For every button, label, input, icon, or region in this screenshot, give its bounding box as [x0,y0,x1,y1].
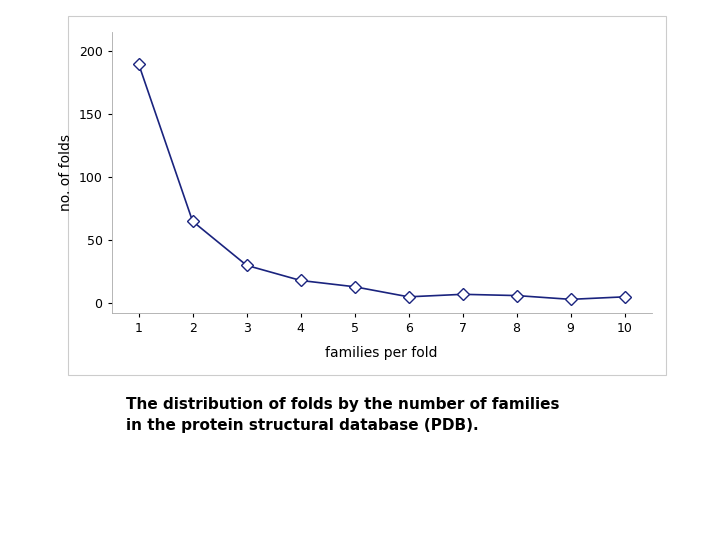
Y-axis label: no. of folds: no. of folds [59,134,73,211]
X-axis label: families per fold: families per fold [325,346,438,360]
Text: The distribution of folds by the number of families
in the protein structural da: The distribution of folds by the number … [126,397,559,433]
